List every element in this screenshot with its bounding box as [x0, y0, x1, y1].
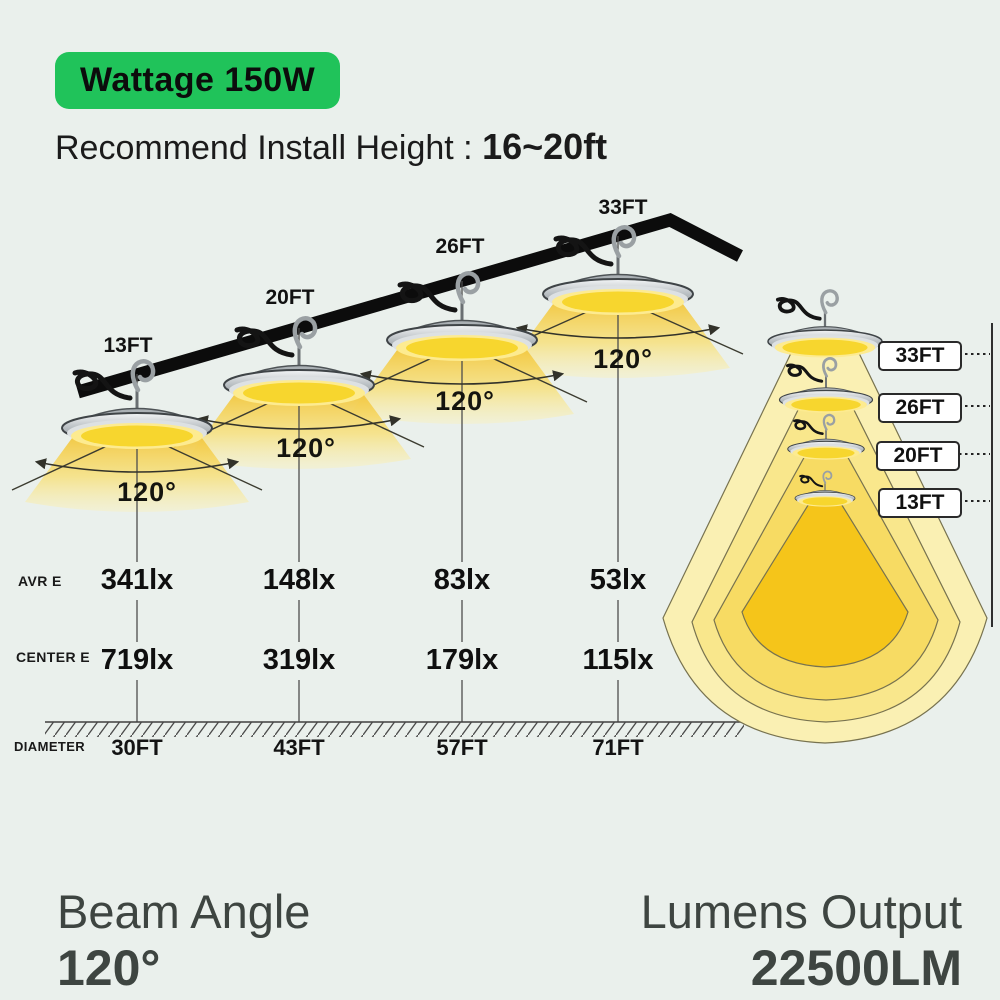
center-value-2: 319lx — [257, 644, 341, 677]
beam-angle-spec-label: Beam Angle — [57, 885, 311, 938]
rail-height-20ft: 20FT — [265, 286, 315, 309]
install-height-value: 16~20ft — [482, 126, 608, 167]
beam-angle-label-3: 120° — [435, 386, 495, 416]
lamp-26ft-group — [336, 273, 588, 722]
lamp-33ft-group — [492, 227, 744, 722]
center-value-4: 115lx — [577, 644, 659, 677]
lamp-13ft-group — [11, 361, 263, 722]
diameter-row-label: DIAMETER — [14, 739, 86, 754]
install-height-heading: Recommend Install Height : 16~20ft — [55, 126, 607, 168]
avr-value-4: 53lx — [584, 564, 652, 597]
height-tag-20ft: 20FT — [876, 441, 960, 471]
diameter-value-1: 30FT — [111, 735, 163, 760]
height-tag-33ft: 33FT — [878, 341, 962, 371]
height-tag-26ft: 26FT — [878, 393, 962, 423]
diameter-value-2: 43FT — [273, 735, 325, 760]
beam-angle-spec-value: 120° — [57, 940, 161, 996]
beam-angle-label-1: 120° — [117, 477, 177, 507]
lumens-spec-value: 22500LM — [750, 940, 962, 996]
height-tag-13ft: 13FT — [878, 488, 962, 518]
height-ruler — [959, 323, 993, 627]
beam-angle-label-4: 120° — [593, 344, 653, 374]
beam-angle-label-2: 120° — [276, 433, 336, 463]
avr-value-3: 83lx — [428, 564, 496, 597]
center-row-label: CENTER E — [16, 649, 90, 665]
beam-angle-spec: Beam Angle 120° — [57, 884, 310, 997]
lumens-spec-label: Lumens Output — [640, 885, 962, 938]
avr-value-2: 148lx — [257, 564, 341, 597]
stack-lamp-33ft — [766, 288, 884, 360]
rail-height-26ft: 26FT — [435, 235, 485, 258]
avr-row-label: AVR E — [18, 573, 62, 589]
center-value-1: 719lx — [95, 644, 179, 677]
center-value-3: 179lx — [420, 644, 504, 677]
install-height-label: Recommend Install Height : — [55, 129, 483, 167]
rail-height-13ft: 13FT — [103, 334, 153, 357]
avr-value-1: 341lx — [95, 564, 179, 597]
wattage-badge: Wattage 150W — [55, 52, 341, 109]
mounting-rail — [76, 213, 743, 399]
diameter-value-4: 71FT — [592, 735, 644, 760]
nested-cones — [662, 348, 988, 744]
rail-height-33ft: 33FT — [598, 196, 648, 219]
ground-line — [45, 721, 744, 737]
cone-13ft — [741, 501, 909, 668]
diameter-value-3: 57FT — [436, 735, 488, 760]
lumens-spec: Lumens Output 22500LM — [641, 884, 962, 997]
